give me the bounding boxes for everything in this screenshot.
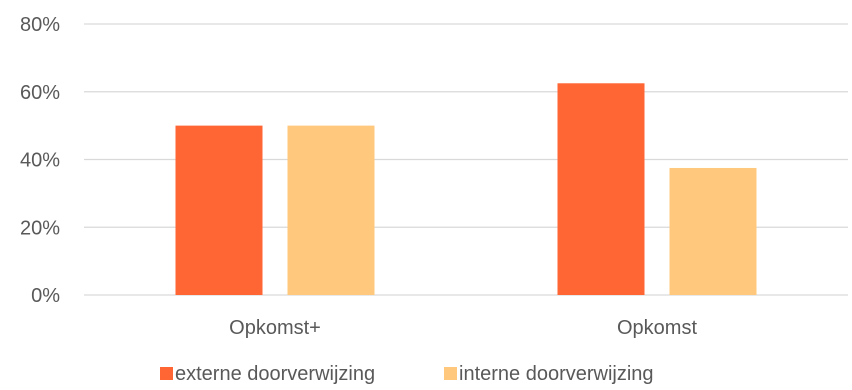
legend: externe doorverwijzing interne doorverwij… [160, 363, 654, 385]
y-axis-tick-labels: 0% 20% 40% 60% 80% [20, 14, 60, 307]
bars [175, 83, 757, 295]
y-tick-label: 20% [20, 217, 60, 239]
bar-interne-doorverwijzing-opkomst [669, 167, 757, 295]
x-axis-category-labels: Opkomst+ Opkomst [229, 317, 697, 339]
y-tick-label: 0% [31, 285, 60, 307]
legend-label: interne doorverwijzing [459, 363, 654, 385]
bar-interne-doorverwijzing-opkomstplus [287, 125, 375, 295]
x-category-label: Opkomst [617, 317, 697, 339]
y-tick-label: 80% [20, 14, 60, 36]
legend-swatch [160, 367, 173, 380]
y-tick-label: 40% [20, 150, 60, 172]
legend-label: externe doorverwijzing [175, 363, 375, 385]
legend-swatch [444, 367, 457, 380]
y-tick-label: 60% [20, 82, 60, 104]
x-category-label: Opkomst+ [229, 317, 321, 339]
bar-externe-doorverwijzing-opkomstplus [175, 125, 263, 295]
bar-externe-doorverwijzing-opkomst [557, 83, 645, 295]
